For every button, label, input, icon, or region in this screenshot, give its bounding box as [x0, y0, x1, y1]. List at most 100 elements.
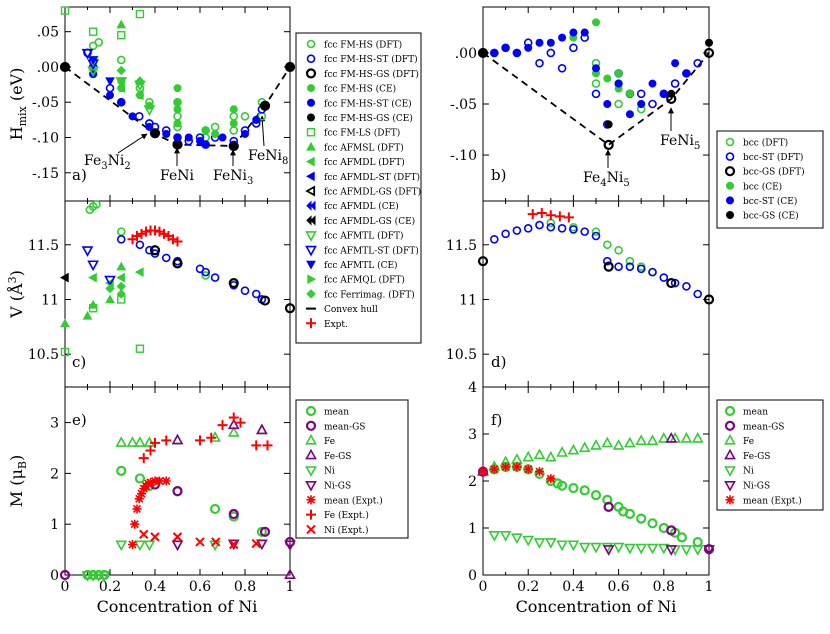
data-point — [536, 208, 547, 219]
series-mean-expt- — [128, 476, 171, 550]
data-point — [116, 272, 125, 283]
legend-marker — [725, 137, 735, 147]
annotation-fe3ni2: Fe3Ni2 — [84, 153, 131, 172]
legend-label: mean-GS — [324, 422, 365, 432]
data-point — [703, 47, 715, 59]
data-point — [172, 486, 183, 497]
data-point — [546, 222, 556, 232]
legend-marker — [305, 480, 317, 492]
annotation-feni: FeNi — [160, 168, 194, 184]
data-point — [92, 199, 101, 209]
data-point — [150, 437, 160, 448]
data-point — [512, 226, 522, 235]
series-expt- — [127, 225, 183, 247]
data-point — [172, 236, 183, 247]
data-point — [173, 133, 182, 142]
data-point — [523, 224, 533, 233]
data-point — [173, 140, 182, 149]
data-point — [659, 273, 669, 282]
data-point — [501, 229, 510, 239]
data-point — [625, 89, 634, 98]
data-point — [592, 64, 600, 73]
data-point — [614, 79, 623, 88]
data-point — [150, 532, 160, 542]
data-point — [135, 9, 145, 19]
data-point — [691, 432, 704, 443]
legend-marker — [306, 141, 316, 151]
data-point — [115, 77, 128, 88]
x-tick-label: 0.4 — [144, 579, 166, 595]
data-point — [218, 133, 227, 142]
legend-marker — [724, 405, 736, 417]
x-tick-label: 0.8 — [653, 579, 675, 595]
data-point — [251, 289, 261, 299]
series-fcc-afmtl-ce- — [88, 56, 115, 87]
legend-marker — [724, 433, 736, 445]
x-axis-label-left: Concentration of Ni — [97, 597, 258, 616]
series-fcc-afmdl-dft- — [88, 267, 144, 288]
data-point — [490, 48, 499, 57]
data-point — [524, 43, 533, 52]
data-point — [81, 48, 94, 60]
x-tick-label: 0.6 — [189, 579, 211, 595]
data-point — [603, 100, 612, 108]
data-point — [134, 267, 144, 277]
series-fcc-fm-hs-gs-ce- — [61, 62, 294, 150]
data-point — [665, 545, 678, 556]
data-point — [256, 423, 268, 435]
series-fcc-afmsl-dft- — [60, 261, 127, 328]
data-point — [130, 519, 140, 529]
data-point — [522, 450, 535, 462]
data-point — [556, 540, 568, 552]
annotation-fe3ni2-d: 2 — [124, 161, 130, 172]
data-point — [252, 115, 261, 124]
data-point — [624, 508, 636, 520]
data-point — [229, 105, 238, 114]
data-point — [558, 33, 567, 42]
data-point — [666, 525, 677, 536]
legend-label: fcc AFMDL-ST (DFT) — [324, 172, 420, 183]
data-point — [670, 79, 680, 88]
data-point — [105, 283, 115, 294]
y-tick-label: 1 — [50, 517, 59, 533]
data-point — [635, 434, 648, 446]
data-point — [590, 542, 602, 554]
y-tick-label: -.15 — [32, 166, 59, 182]
data-point — [680, 432, 693, 443]
data-point — [115, 540, 128, 552]
data-point — [535, 220, 544, 230]
series-ni — [488, 531, 704, 556]
data-point — [544, 450, 557, 462]
legend-marker — [306, 524, 316, 535]
panel-label-b: b) — [491, 166, 506, 184]
data-point — [612, 439, 625, 450]
data-point — [173, 84, 182, 93]
legend-marker — [305, 171, 315, 182]
data-point — [624, 436, 636, 448]
plot-layer: .05.00-.05-.10-.15.00-.05-.1011.51110.51… — [28, 6, 715, 595]
y-tick-label: 3 — [50, 416, 59, 432]
legend-label: fcc AFMTL (CE) — [324, 260, 398, 271]
y-tick-label: 10.5 — [28, 347, 59, 363]
data-point — [676, 532, 687, 543]
data-point — [284, 568, 296, 580]
data-point — [625, 262, 635, 271]
legend-marker — [307, 98, 315, 107]
panel-e-frame — [64, 386, 291, 576]
y-tick-label: 2 — [50, 466, 59, 482]
data-point — [489, 464, 499, 474]
annotation-feni5: FeNi5 — [660, 133, 700, 152]
annotation-fe3ni2-a: Fe — [84, 153, 101, 169]
data-point — [591, 227, 601, 236]
data-point — [556, 446, 568, 457]
data-point — [259, 526, 271, 537]
data-point — [235, 417, 246, 428]
data-point — [201, 126, 210, 135]
series-bcc-st-ce- — [490, 28, 691, 119]
legend-marker — [306, 289, 316, 299]
data-point — [533, 448, 546, 460]
annotation-fe4ni5-c: Ni — [607, 170, 624, 186]
legend-a: fcc FM-HS (DFT) fcc FM-HS-ST (DFT) fcc FM-… — [295, 32, 422, 344]
data-point — [155, 476, 164, 486]
series-fcc-afmdl-gs-dft- — [59, 272, 69, 283]
